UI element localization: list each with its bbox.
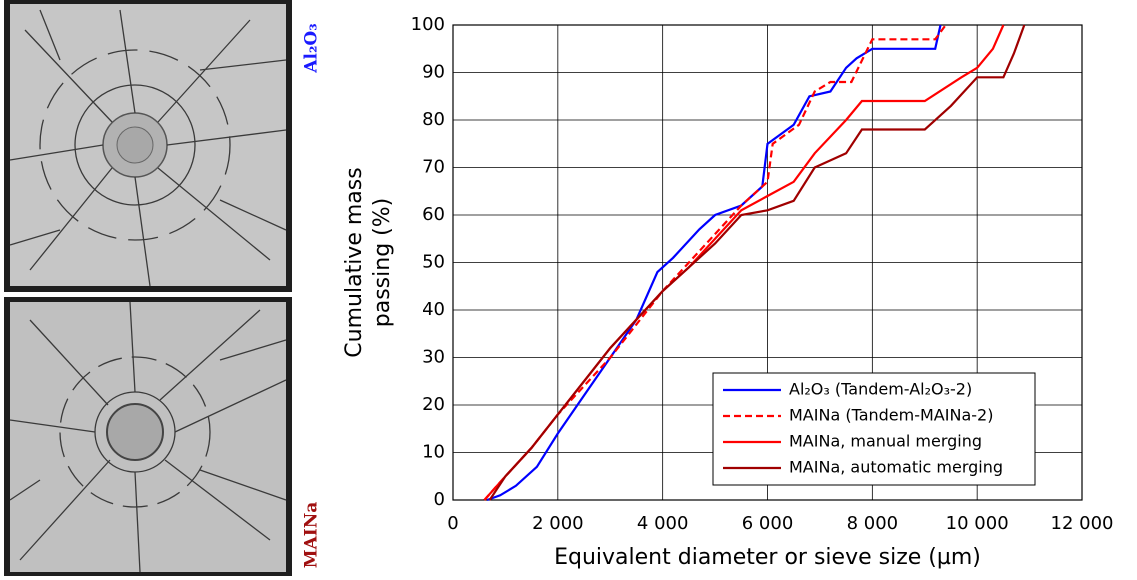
y-tick-label: 40 xyxy=(422,299,445,320)
y-axis-label: Cumulative mass xyxy=(342,167,367,357)
y-tick-label: 100 xyxy=(411,14,445,35)
x-tick-label: 10 000 xyxy=(946,513,1009,534)
chart: 0 10 20 30 40 50 60 70 80 90 100 0 2 000 4 000 6 000 8 … xyxy=(342,14,1113,570)
y-axis-label: passing (%) xyxy=(370,198,395,327)
photo-bottom xyxy=(4,297,292,576)
legend-box xyxy=(712,372,1036,486)
legend-label: MAINa, automatic merging xyxy=(789,458,1003,477)
y-tick-label: 90 xyxy=(422,62,445,83)
y-tick-label: 0 xyxy=(434,489,445,510)
x-tick-label: 6 000 xyxy=(742,513,794,534)
plot-frame xyxy=(452,24,1083,501)
legend-label: Al₂O₃ (Tandem-Al₂O₃-2) xyxy=(789,380,972,399)
y-tick-label: 20 xyxy=(422,394,445,415)
y-tick-label: 60 xyxy=(422,204,445,225)
panel-label: Al₂O₃ xyxy=(302,23,322,73)
y-tick-label: 30 xyxy=(422,347,445,368)
x-axis-label: Equivalent diameter or sieve size (µm) xyxy=(554,545,981,570)
y-tick-label: 80 xyxy=(422,109,445,130)
legend-label: MAINa (Tandem-MAINa-2) xyxy=(789,406,993,425)
series-line xyxy=(488,24,1026,501)
x-tick-label: 12 000 xyxy=(1051,513,1114,534)
y-tick-label: 70 xyxy=(422,157,445,178)
x-tick-label: 2 000 xyxy=(532,513,584,534)
x-tick-label: 4 000 xyxy=(637,513,689,534)
x-tick-label: 8 000 xyxy=(847,513,899,534)
y-tick-label: 50 xyxy=(422,252,445,273)
x-tick-label: 0 xyxy=(447,513,458,534)
panel-label: MAINa xyxy=(302,502,322,569)
series-line xyxy=(486,24,942,502)
photo-top xyxy=(4,0,292,292)
y-tick-label: 10 xyxy=(422,442,445,463)
legend-label: MAINa, manual merging xyxy=(789,432,982,451)
